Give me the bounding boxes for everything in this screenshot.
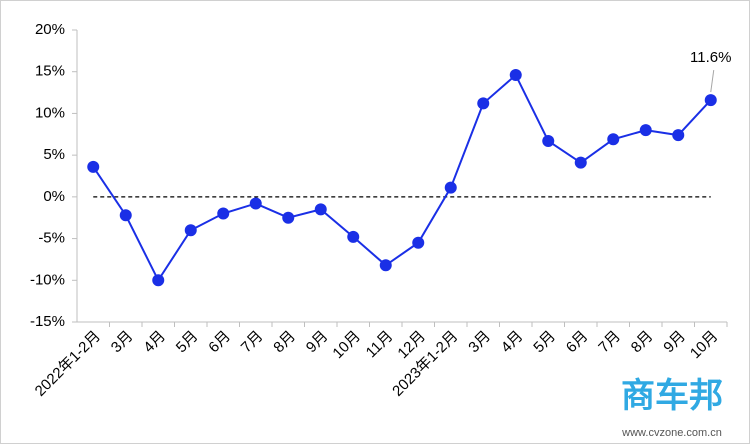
- data-point: [379, 259, 392, 272]
- data-point: [152, 274, 165, 287]
- data-point: [639, 124, 652, 137]
- watermark-logo: 商车邦: [621, 377, 723, 415]
- annotation: 11.6%: [690, 49, 731, 66]
- data-point: [607, 133, 620, 146]
- y-tick-label: 5%: [43, 146, 65, 163]
- data-point: [477, 97, 490, 110]
- data-point: [217, 207, 230, 220]
- y-tick-label: 20%: [35, 21, 65, 38]
- data-point: [184, 224, 197, 237]
- data-point: [412, 236, 425, 249]
- data-point: [672, 129, 685, 142]
- data-point: [444, 181, 457, 194]
- data-point: [282, 211, 295, 224]
- y-tick-label: 10%: [35, 104, 65, 121]
- data-point: [119, 209, 132, 222]
- data-point: [704, 94, 717, 107]
- y-tick-label: -5%: [38, 230, 65, 247]
- data-point: [87, 160, 100, 173]
- data-point: [314, 203, 327, 216]
- data-point: [347, 230, 360, 243]
- y-tick-label: 15%: [35, 63, 65, 80]
- y-tick-label: 0%: [43, 188, 65, 205]
- data-point: [249, 197, 262, 210]
- data-point: [509, 69, 522, 82]
- data-point: [574, 156, 587, 169]
- watermark-url: www.cvzone.com.cn: [621, 427, 722, 439]
- y-tick-label: -10%: [30, 271, 65, 288]
- series-line: [92, 73, 712, 283]
- data-point: [542, 134, 555, 147]
- y-tick-label: -15%: [30, 313, 65, 330]
- annotation-leader: [710, 70, 715, 93]
